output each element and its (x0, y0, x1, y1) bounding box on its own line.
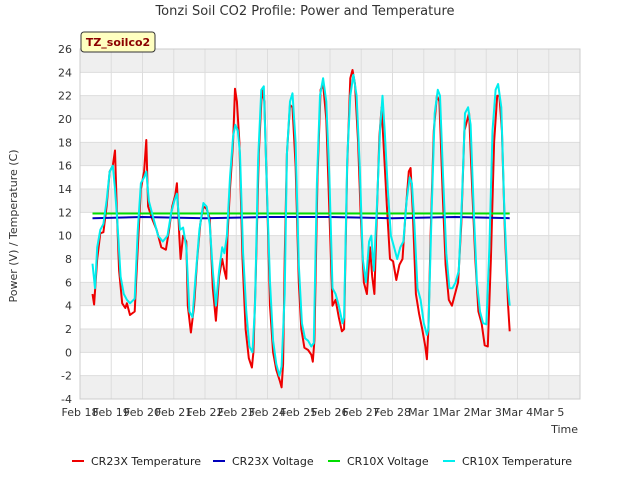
x-axis-label: Time (550, 423, 578, 436)
y-tick-label: 12 (58, 206, 72, 219)
y-tick-label: 16 (58, 160, 72, 173)
y-axis-label: Power (V) / Temperature (C) (7, 149, 20, 302)
y-tick-label: 6 (65, 276, 72, 289)
x-tick-label: Feb 28 (374, 406, 411, 419)
y-tick-label: 14 (58, 183, 72, 196)
series-group (91, 69, 511, 389)
y-tick-label: 8 (65, 253, 72, 266)
y-tick-label: 26 (58, 43, 72, 56)
legend-item: CR10X Voltage (328, 455, 429, 468)
legend-item: CR23X Voltage (213, 455, 314, 468)
legend-item: CR23X Temperature (72, 455, 201, 468)
x-tick-label: Mar 4 (502, 406, 533, 419)
y-tick-label: 4 (65, 300, 72, 313)
x-tick-label: Mar 5 (533, 406, 564, 419)
x-tick-label: Feb 23 (218, 406, 255, 419)
x-tick-label: Feb 19 (93, 406, 130, 419)
station-badge: TZ_soilco2 (80, 31, 156, 53)
x-tick-label: Mar 1 (408, 406, 439, 419)
x-tick-label: Feb 21 (155, 406, 192, 419)
x-tick-label: Mar 2 (439, 406, 470, 419)
y-tick-label: 2 (65, 323, 72, 336)
legend-label: CR10X Voltage (347, 455, 429, 468)
x-tick-label: Feb 22 (187, 406, 224, 419)
x-tick-label: Mar 3 (471, 406, 502, 419)
legend-item: CR10X Temperature (443, 455, 572, 468)
y-tick-label: -4 (61, 393, 72, 406)
x-tick-label: Feb 25 (280, 406, 317, 419)
legend-label: CR10X Temperature (462, 455, 572, 468)
x-tick-label: Feb 20 (124, 406, 161, 419)
y-tick-label: 0 (65, 346, 72, 359)
x-tick-label: Feb 26 (312, 406, 349, 419)
y-tick-label: 24 (58, 66, 72, 79)
legend-label: CR23X Temperature (91, 455, 201, 468)
legend-label: CR23X Voltage (232, 455, 314, 468)
y-tick-label: 10 (58, 230, 72, 243)
chart-title: Tonzi Soil CO2 Profile: Power and Temper… (154, 4, 454, 19)
y-tick-label: 20 (58, 113, 72, 126)
x-tick-label: Feb 27 (343, 406, 380, 419)
station-badge-box (80, 31, 156, 53)
x-tick-label: Feb 18 (62, 406, 99, 419)
y-tick-label: -2 (61, 370, 72, 383)
series-line-3 (91, 73, 511, 377)
plot-border (79, 48, 581, 400)
y-tick-label: 22 (58, 90, 72, 103)
y-tick-label: 18 (58, 136, 72, 149)
station-badge-label: TZ_soilco2 (86, 36, 150, 49)
legend: CR23X Temperature CR23X Voltage CR10X Volt… (72, 455, 572, 468)
x-tick-label: Feb 24 (249, 406, 286, 419)
